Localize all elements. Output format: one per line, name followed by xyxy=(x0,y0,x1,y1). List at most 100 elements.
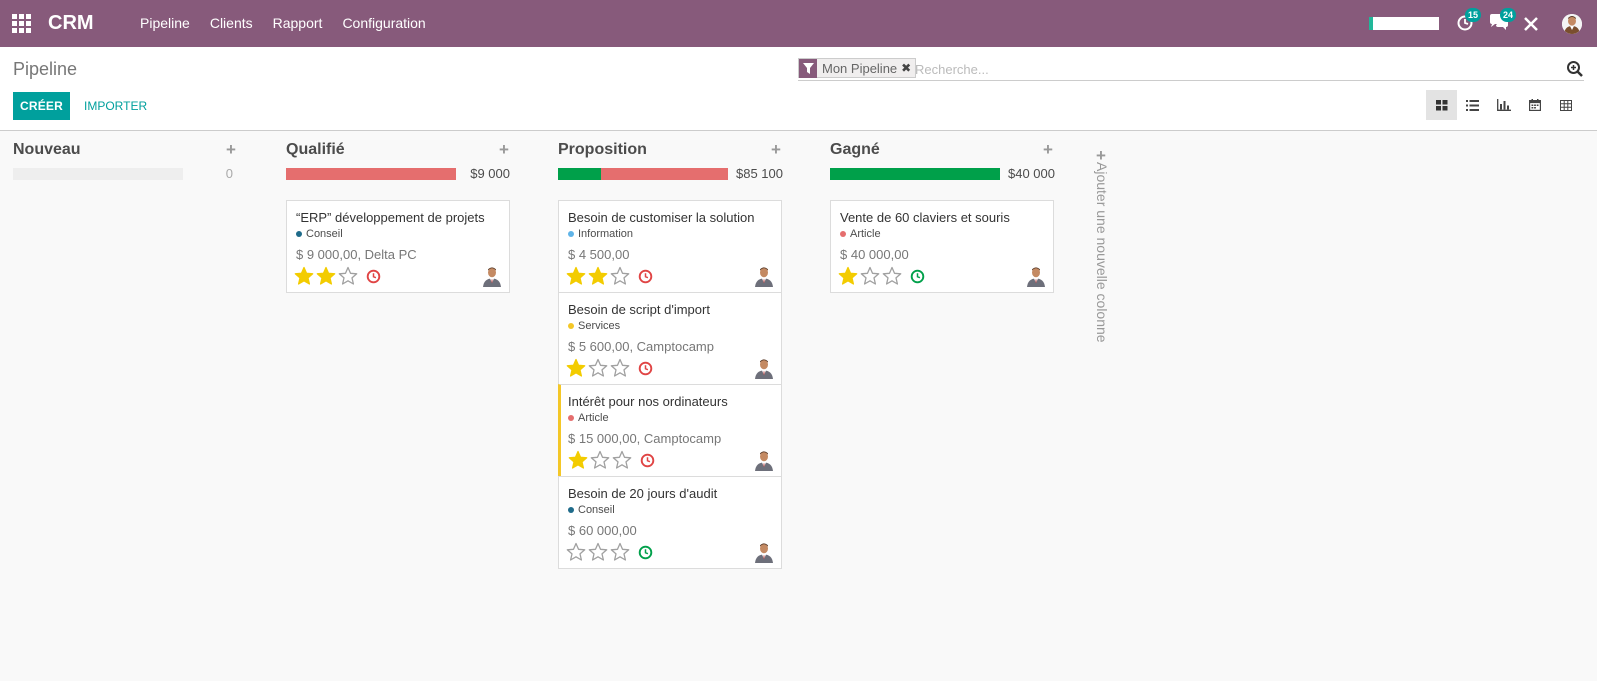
kanban-view-icon[interactable] xyxy=(1426,90,1457,120)
star-empty-icon[interactable] xyxy=(610,542,630,562)
activity-clock-icon[interactable] xyxy=(638,361,653,376)
column-header: Proposition + xyxy=(558,140,796,161)
kanban-board: Nouveau + 0 Qualifié + $9 000 “ERP” déve… xyxy=(0,132,1597,681)
column-title[interactable]: Gagné xyxy=(830,141,880,158)
user-avatar[interactable] xyxy=(1562,14,1582,34)
kanban-card[interactable]: Intérêt pour nos ordinateurs Article $ 15 … xyxy=(558,384,782,477)
star-filled-icon[interactable] xyxy=(838,266,858,286)
card-tag-label: Article xyxy=(578,412,609,424)
systray-progress[interactable] xyxy=(1369,17,1439,30)
activities-icon[interactable]: 15 xyxy=(1455,8,1482,34)
activity-clock-icon[interactable] xyxy=(640,453,655,468)
star-filled-icon[interactable] xyxy=(588,266,608,286)
card-amount: $ 4 500,00 xyxy=(568,247,630,262)
progressbar-segment[interactable] xyxy=(558,168,601,180)
tag-color-dot xyxy=(568,507,574,513)
debug-tools-icon[interactable] xyxy=(1522,15,1544,37)
star-empty-icon[interactable] xyxy=(590,450,610,470)
star-filled-icon[interactable] xyxy=(316,266,336,286)
column-quick-create-icon[interactable]: + xyxy=(771,140,781,159)
tag-color-dot xyxy=(296,231,302,237)
progressbar-segment[interactable] xyxy=(830,168,1000,180)
pivot-view-icon[interactable] xyxy=(1550,90,1581,120)
graph-view-icon[interactable] xyxy=(1488,90,1519,120)
column-quick-create-icon[interactable]: + xyxy=(226,140,236,159)
activity-clock-icon[interactable] xyxy=(910,269,925,284)
card-title: Besoin de customiser la solution xyxy=(568,210,755,225)
star-empty-icon[interactable] xyxy=(588,542,608,562)
kanban-card[interactable]: Besoin de 20 jours d'audit Conseil $ 60 00… xyxy=(558,476,782,569)
star-filled-icon[interactable] xyxy=(566,358,586,378)
salesperson-avatar xyxy=(753,265,775,287)
menu-item-clients[interactable]: Clients xyxy=(209,15,253,31)
column-progressbar[interactable] xyxy=(13,168,183,180)
card-footer xyxy=(566,358,653,378)
search-input[interactable] xyxy=(915,59,1535,79)
kanban-card[interactable]: Besoin de customiser la solution Informat… xyxy=(558,200,782,293)
create-button[interactable]: CRÉER xyxy=(13,92,70,120)
column-title[interactable]: Qualifié xyxy=(286,141,345,158)
star-filled-icon[interactable] xyxy=(294,266,314,286)
progressbar-segment[interactable] xyxy=(600,168,728,180)
add-column-icon[interactable]: + xyxy=(1096,146,1106,165)
column-title[interactable]: Proposition xyxy=(558,141,647,158)
column-quick-create-icon[interactable]: + xyxy=(499,140,509,159)
column-total: 0 xyxy=(225,166,233,181)
app-brand[interactable]: CRM xyxy=(48,12,94,34)
list-view-icon[interactable] xyxy=(1457,90,1488,120)
card-tag: Conseil xyxy=(296,228,501,240)
card-tag: Services xyxy=(568,320,773,332)
column-progressbar[interactable] xyxy=(830,168,1000,180)
facet-remove-icon[interactable]: ✖ xyxy=(901,61,912,75)
star-empty-icon[interactable] xyxy=(610,358,630,378)
progressbar-segment[interactable] xyxy=(286,168,456,180)
card-amount: $ 5 600,00, Camptocamp xyxy=(568,339,714,354)
salesperson-avatar xyxy=(753,449,775,471)
add-column-label[interactable]: Ajouter une nouvelle colonne xyxy=(1094,162,1110,343)
menu-item-rapport[interactable]: Rapport xyxy=(272,15,323,31)
card-title: Besoin de script d'import xyxy=(568,302,710,317)
column-progressbar[interactable] xyxy=(286,168,456,180)
card-tag-label: Conseil xyxy=(578,504,615,516)
star-empty-icon[interactable] xyxy=(610,266,630,286)
breadcrumb: Pipeline xyxy=(13,59,78,79)
kanban-card[interactable]: Besoin de script d'import Services $ 5 600… xyxy=(558,292,782,385)
column-quick-create-icon[interactable]: + xyxy=(1043,140,1053,159)
column-cards: Vente de 60 claviers et souris Article $ 4… xyxy=(830,200,1054,293)
column-header: Gagné + xyxy=(830,140,1068,161)
add-column[interactable]: + Ajouter une nouvelle colonne xyxy=(1092,146,1122,386)
card-tag: Article xyxy=(568,412,773,424)
star-empty-icon[interactable] xyxy=(860,266,880,286)
main-navbar: CRM Pipeline Clients Rapport Configurati… xyxy=(0,0,1597,47)
card-footer xyxy=(566,266,653,286)
calendar-view-icon[interactable] xyxy=(1519,90,1550,120)
search-icon[interactable] xyxy=(1566,60,1584,78)
activity-clock-icon[interactable] xyxy=(638,269,653,284)
column-total: $85 100 xyxy=(736,166,783,181)
star-filled-icon[interactable] xyxy=(566,266,586,286)
card-tag-label: Conseil xyxy=(306,228,343,240)
card-footer xyxy=(568,450,655,470)
card-title: “ERP” développement de projets xyxy=(296,210,485,225)
messages-icon[interactable]: 24 xyxy=(1488,8,1517,34)
star-empty-icon[interactable] xyxy=(566,542,586,562)
activity-clock-icon[interactable] xyxy=(366,269,381,284)
column-title[interactable]: Nouveau xyxy=(13,141,81,158)
star-empty-icon[interactable] xyxy=(588,358,608,378)
column-progressbar[interactable] xyxy=(558,168,728,180)
star-empty-icon[interactable] xyxy=(338,266,358,286)
kanban-card[interactable]: Vente de 60 claviers et souris Article $ 4… xyxy=(830,200,1054,293)
menu-item-configuration[interactable]: Configuration xyxy=(342,15,426,31)
star-filled-icon[interactable] xyxy=(568,450,588,470)
filter-icon xyxy=(799,58,817,78)
import-button[interactable]: IMPORTER xyxy=(78,92,153,120)
apps-menu-icon[interactable] xyxy=(12,14,31,33)
activity-clock-icon[interactable] xyxy=(638,545,653,560)
kanban-card[interactable]: “ERP” développement de projets Conseil $ 9… xyxy=(286,200,510,293)
tag-color-dot xyxy=(568,231,574,237)
star-empty-icon[interactable] xyxy=(612,450,632,470)
star-empty-icon[interactable] xyxy=(882,266,902,286)
card-footer xyxy=(566,542,653,562)
menu-item-pipeline[interactable]: Pipeline xyxy=(140,15,190,31)
search-facet[interactable]: Mon Pipeline ✖ xyxy=(798,58,917,78)
